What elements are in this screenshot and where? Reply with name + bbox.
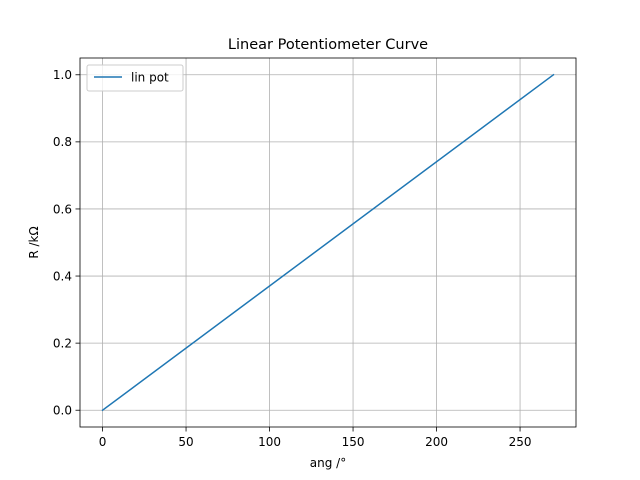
y-tick-label: 0.2 bbox=[53, 336, 72, 350]
x-tick-label: 250 bbox=[509, 435, 532, 449]
legend-box bbox=[86, 64, 184, 92]
ticks: 0 50 100 150 200 250 0.0 0.2 0.4 0.6 0.8 1.0 bbox=[53, 68, 532, 449]
y-tick-label: 0.6 bbox=[53, 202, 72, 216]
chart-title: Linear Potentiometer Curve bbox=[228, 37, 428, 53]
x-tick-label: 200 bbox=[425, 435, 448, 449]
x-tick-label: 0 bbox=[99, 435, 107, 449]
y-tick-label: 0.4 bbox=[53, 269, 72, 283]
x-tick-label: 100 bbox=[258, 435, 281, 449]
legend: lin pot bbox=[86, 64, 184, 92]
y-tick-label: 1.0 bbox=[53, 68, 72, 82]
legend-label-lin-pot: lin pot bbox=[131, 71, 169, 85]
y-tick-label: 0.8 bbox=[53, 135, 72, 149]
series-layer bbox=[101, 73, 555, 412]
plot-frame bbox=[79, 57, 577, 428]
y-axis-label: R /kΩ bbox=[27, 226, 41, 258]
grid bbox=[80, 58, 576, 427]
x-tick-label: 150 bbox=[342, 435, 365, 449]
y-tick-label: 0.0 bbox=[53, 404, 72, 418]
x-axis-label: ang /° bbox=[310, 456, 346, 470]
series-line-lin-pot bbox=[101, 73, 555, 412]
x-tick-label: 50 bbox=[178, 435, 193, 449]
